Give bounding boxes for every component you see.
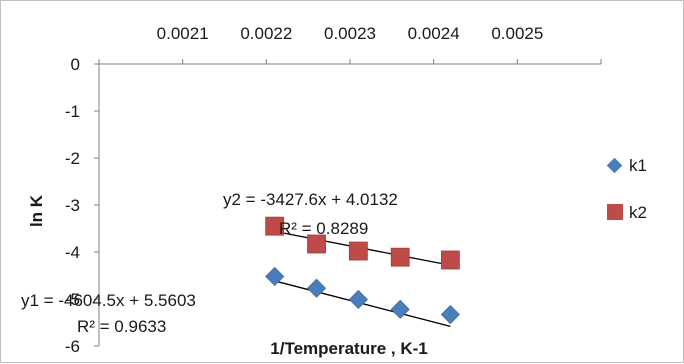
y-tick-label: -3 (65, 196, 80, 215)
y-tick-label: -2 (65, 149, 80, 168)
x-tick-label: 0.0021 (157, 24, 209, 43)
marker-k2-point (390, 247, 410, 267)
marker-k2-point (265, 216, 285, 236)
k2-equation-label: y2 = -3427.6x + 4.0132 (223, 190, 398, 209)
x-tick-label: 0.0024 (408, 24, 460, 43)
y-tick-label: 0 (71, 55, 80, 74)
legend-item-k2: k2 (607, 203, 647, 222)
axes-layer: 0 -1 -2 -3 -4 -5 -6 0.0021 0.0022 0.0023 0.0024 0.0… (65, 24, 602, 356)
legend-item-k1: k1 (606, 156, 647, 175)
marker-k1-point (440, 304, 460, 325)
k1-equation-label: y1 = -4604.5x + 5.5603 (21, 291, 196, 310)
k2-r2-label: R² = 0.8289 (279, 219, 368, 238)
marker-k1-point (265, 266, 285, 287)
marker-k1-point (390, 299, 410, 319)
y-tick-label: -5 (65, 290, 80, 309)
legend-label-k2: k2 (629, 203, 647, 222)
legend-marker-k2 (607, 204, 623, 220)
x-axis-title: 1/Temperature , K-1 (270, 339, 427, 358)
markers-layer (265, 216, 460, 325)
k1-r2-label: R² = 0.9633 (77, 317, 166, 336)
x-tick-label: 0.0025 (491, 24, 543, 43)
marker-k2-point (307, 234, 326, 254)
legend: k1 k2 (606, 156, 647, 222)
marker-k1-point (306, 278, 327, 298)
x-tick-label: 0.0023 (324, 24, 376, 43)
marker-k1-point (348, 289, 368, 310)
annotations-layer: y2 = -3427.6x + 4.0132 R² = 0.8289 y1 = … (21, 190, 398, 336)
y-tick-label: -1 (65, 102, 80, 121)
legend-marker-k1 (606, 157, 623, 174)
y-axis-title: ln K (27, 194, 46, 227)
marker-k2-point (440, 250, 460, 270)
legend-label-k1: k1 (629, 156, 647, 175)
marker-k2-point (348, 241, 368, 261)
y-tick-label: -4 (65, 243, 80, 262)
x-tick-label: 0.0022 (240, 24, 292, 43)
y-tick-label: -6 (65, 337, 80, 356)
